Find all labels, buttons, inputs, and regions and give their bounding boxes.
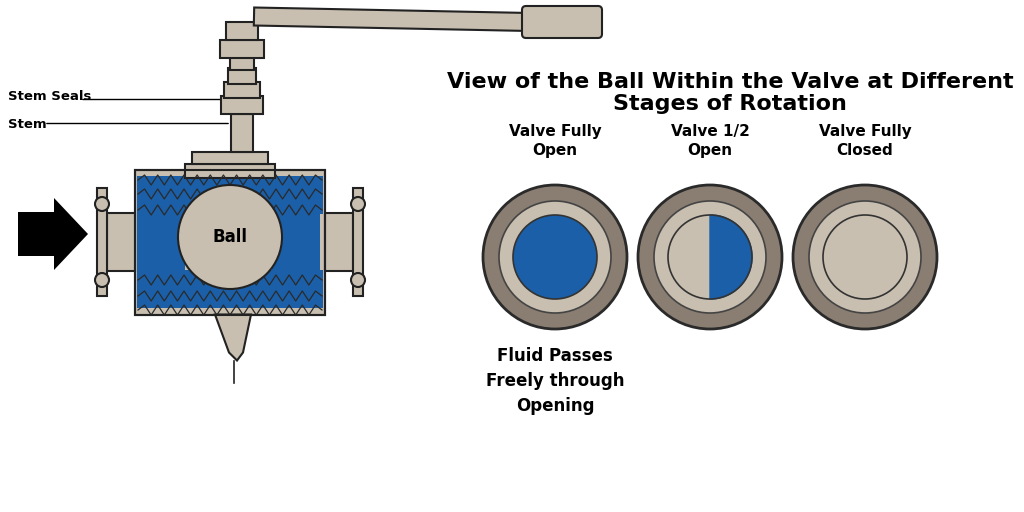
Circle shape [95, 197, 109, 211]
Circle shape [178, 185, 282, 289]
Circle shape [351, 197, 365, 211]
Bar [185, 163, 275, 178]
Bar [221, 96, 263, 114]
Text: Valve 1/2
Open: Valve 1/2 Open [671, 123, 750, 158]
Bar [137, 270, 323, 308]
Bar [228, 68, 256, 83]
Circle shape [351, 273, 365, 287]
Bar [220, 39, 264, 57]
Text: Fluid Passes
Freely through
Opening: Fluid Passes Freely through Opening [485, 347, 625, 415]
Bar [137, 214, 185, 270]
Circle shape [654, 201, 766, 313]
Circle shape [483, 185, 627, 329]
Polygon shape [254, 8, 530, 31]
Bar [193, 152, 268, 163]
Bar [97, 188, 106, 296]
Circle shape [809, 201, 921, 313]
Circle shape [95, 273, 109, 287]
Circle shape [668, 215, 752, 299]
Bar [224, 81, 260, 97]
Polygon shape [710, 215, 752, 299]
Circle shape [793, 185, 937, 329]
Text: Stem Seals: Stem Seals [8, 91, 91, 103]
Bar [231, 114, 253, 152]
Bar [353, 188, 362, 296]
Bar [325, 213, 353, 271]
Text: Valve Fully
Closed: Valve Fully Closed [818, 123, 911, 158]
Text: View of the Ball Within the Valve at Different: View of the Ball Within the Valve at Dif… [446, 72, 1014, 92]
Bar [135, 169, 325, 314]
Circle shape [823, 215, 907, 299]
Text: Ball: Ball [213, 228, 248, 246]
Bar [226, 22, 258, 39]
Circle shape [499, 201, 611, 313]
Bar [230, 55, 254, 70]
Text: Valve Fully
Open: Valve Fully Open [509, 123, 601, 158]
Bar [135, 169, 325, 314]
FancyBboxPatch shape [522, 6, 602, 38]
Circle shape [513, 215, 597, 299]
Bar [106, 213, 135, 271]
Text: Stem: Stem [8, 118, 47, 132]
Circle shape [638, 185, 782, 329]
Polygon shape [18, 198, 88, 270]
Polygon shape [215, 314, 251, 360]
Text: Stages of Rotation: Stages of Rotation [613, 94, 847, 114]
Bar [137, 176, 323, 214]
Bar [272, 214, 319, 270]
